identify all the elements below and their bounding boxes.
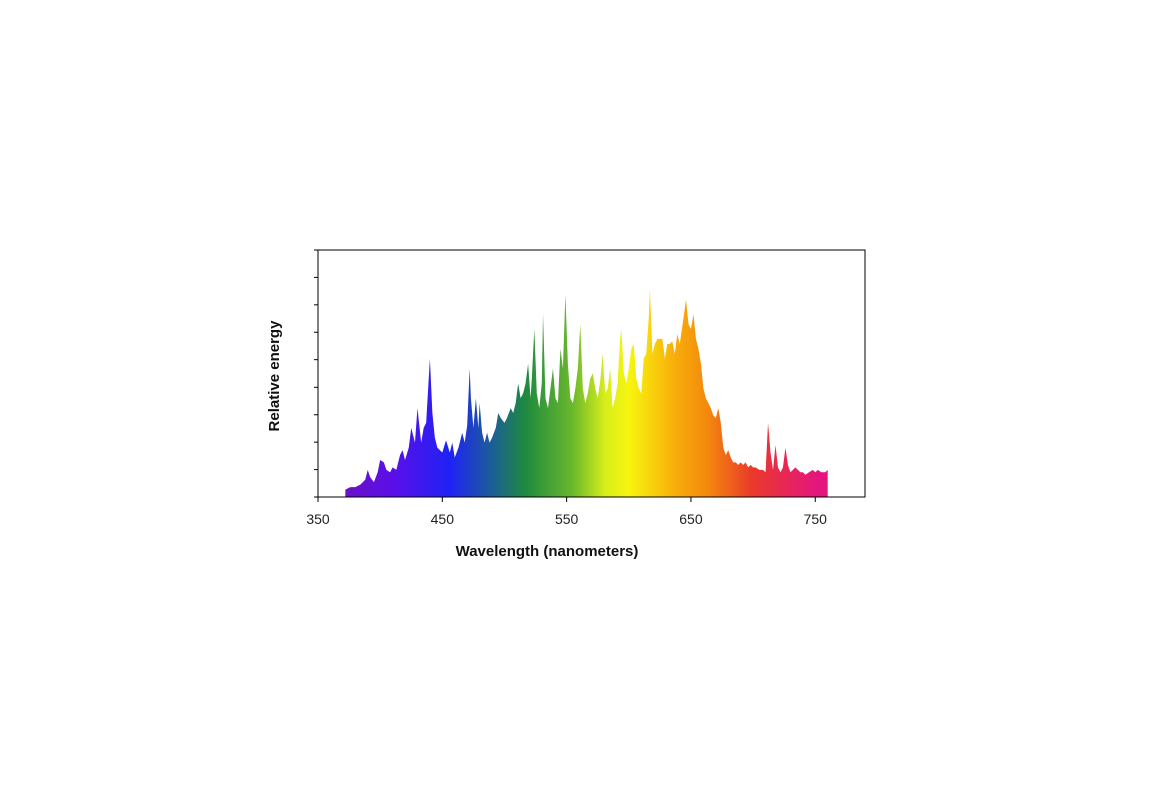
x-tick-label-550: 550 [555,511,579,527]
plot-frame [317,249,866,498]
x-tick-label-750: 750 [804,511,828,527]
x-tick-label-450: 450 [431,511,455,527]
y-axis-label: Relative energy [266,320,283,432]
spectrum-area [345,289,828,497]
x-tick-label-350: 350 [306,511,330,527]
x-axis: 350 450 550 650 750 [306,497,827,527]
x-tick-label-650: 650 [679,511,703,527]
y-axis [314,249,318,498]
x-axis-label: Wavelength (nanometers) [456,543,639,560]
